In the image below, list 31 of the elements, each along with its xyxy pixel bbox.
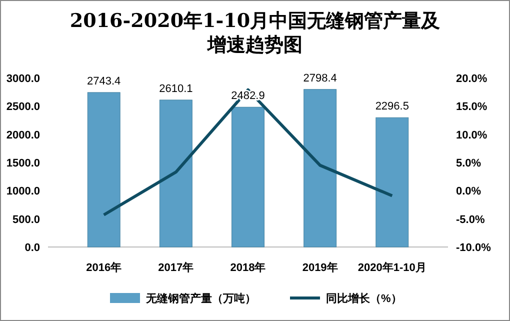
- y-tick-label: 1500.0: [6, 158, 40, 170]
- y-tick-label: 2500.0: [6, 101, 40, 114]
- data-label: 2743.4: [87, 75, 121, 88]
- bar: [232, 106, 264, 248]
- x-tick-label: 2017年: [158, 261, 194, 274]
- data-label: 2798.4: [303, 72, 337, 84]
- y2-tick-label: 5.0%: [456, 158, 482, 170]
- data-label: 2610.1: [159, 82, 193, 95]
- bar: [304, 89, 337, 248]
- x-tick-label: 2019年: [302, 261, 338, 274]
- legend-label: 无缝钢管产量（万吨）: [145, 292, 256, 305]
- y-tick-label: 0.0: [24, 242, 40, 254]
- y2-tick-label: 10.0%: [456, 129, 488, 142]
- y-tick-label: 2000.0: [6, 129, 40, 142]
- chart-title: 2016-2020年1-10月中国无缝钢管产量及增速趋势图: [70, 10, 440, 56]
- bar: [87, 92, 120, 248]
- y2-tick-label: 0.0%: [456, 186, 482, 198]
- y-tick-label: 500.0: [12, 214, 40, 226]
- legend-label: 同比增长（%）: [326, 292, 402, 305]
- data-label: 2296.5: [375, 100, 409, 113]
- y-tick-label: 3000.0: [6, 73, 40, 85]
- bar: [159, 100, 192, 248]
- y2-tick-label: -10.0%: [456, 242, 492, 254]
- x-tick-label: 2018年: [230, 261, 266, 274]
- y2-tick-label: 20.0%: [456, 73, 488, 85]
- y2-tick-label: -5.0%: [456, 214, 485, 226]
- y-tick-label: 1000.0: [6, 186, 40, 198]
- y2-tick-label: 15.0%: [456, 101, 488, 114]
- x-tick-label: 2016年: [86, 261, 122, 274]
- x-tick-label: 2020年1-10月: [358, 261, 426, 274]
- bar: [376, 117, 409, 248]
